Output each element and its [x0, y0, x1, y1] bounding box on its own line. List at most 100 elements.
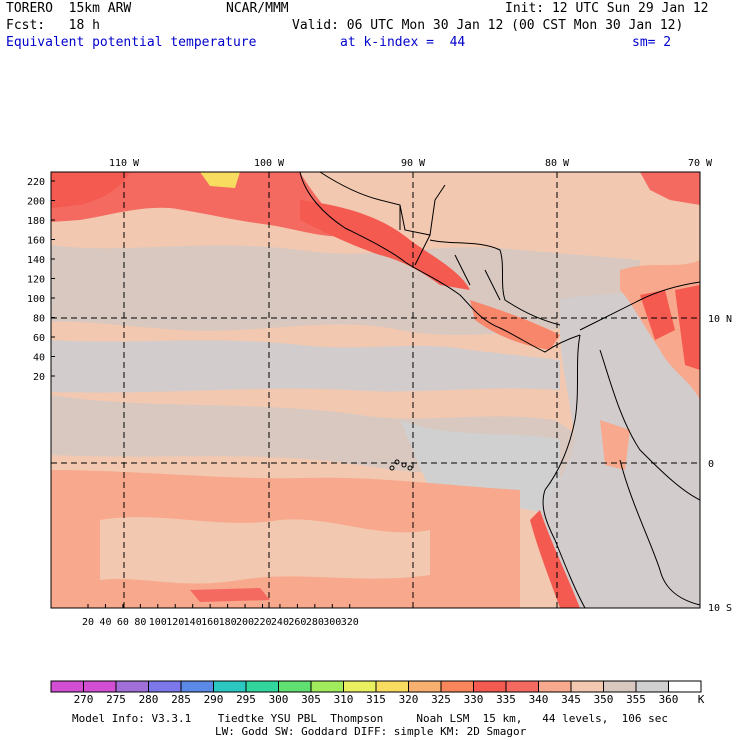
legend-swatch	[213, 680, 247, 693]
x-tick-label: 200	[236, 617, 254, 628]
y-tick-label: 100	[27, 294, 45, 305]
legend-value-label: 270	[73, 693, 94, 706]
coast-south-america-west	[542, 334, 586, 609]
y-tick-label: 180	[27, 216, 45, 227]
y-tick-label: 200	[27, 197, 45, 208]
legend-swatch	[245, 680, 279, 693]
x-tick-label: 160	[201, 617, 219, 628]
forecast-hour: Fcst: 18 h	[6, 18, 100, 33]
x-tick-label: 180	[219, 617, 237, 628]
lon-label: 80 W	[545, 158, 570, 169]
x-axis-ticks: 20 40 60 80 100 120 140 160 180 200 220 240 260 280 30…	[82, 604, 359, 628]
legend-swatch	[538, 680, 572, 693]
border-peru-brazil	[619, 459, 701, 606]
cool-patch-south	[100, 517, 430, 584]
lon-label: 100 W	[254, 158, 285, 169]
lon-label: 90 W	[401, 158, 426, 169]
x-tick-label: 320	[341, 617, 359, 628]
level-label: at k-index = 44	[340, 35, 466, 50]
legend-swatch	[50, 680, 84, 693]
legend-value-label: 335	[496, 693, 516, 706]
plot-frame	[50, 171, 701, 609]
hot-patch-south	[190, 588, 270, 602]
lon-label: 110 W	[109, 158, 140, 169]
legend-swatch	[148, 680, 182, 693]
y-tick-label: 80	[33, 314, 45, 325]
y-tick-label: 20	[33, 372, 45, 383]
legend-swatch	[440, 680, 474, 693]
legend-swatch	[570, 680, 604, 693]
legend-value-label: 325	[431, 693, 451, 706]
legend-swatch	[375, 680, 409, 693]
lon-label: 70 W	[688, 158, 713, 169]
hot-region-caribbean	[640, 172, 700, 205]
hot-region-isthmus	[470, 300, 560, 350]
y-tick-label: 220	[27, 177, 45, 188]
legend-swatch	[115, 680, 149, 693]
hot-land-venezuela	[675, 285, 700, 370]
physics-info: LW: Godd SW: Goddard DIFF: simple KM: 2D…	[215, 725, 527, 738]
y-axis-ticks: 220 200 180 160 140 120 100 80 60 40 20	[27, 177, 55, 383]
country-borders-central-america	[399, 205, 501, 301]
legend-boxes	[50, 680, 702, 693]
legend-swatch	[83, 680, 117, 693]
x-tick-label: 80	[134, 617, 146, 628]
hot-region-central-america	[300, 200, 470, 290]
y-tick-label: 120	[27, 275, 45, 286]
y-tick-label: 160	[27, 236, 45, 247]
lat-label: 10 N	[708, 314, 732, 325]
y-tick-label: 40	[33, 353, 45, 364]
legend-unit: K	[697, 693, 705, 706]
legend-swatch	[343, 680, 377, 693]
y-tick-label: 60	[33, 333, 45, 344]
legend-swatch	[603, 680, 637, 693]
legend-swatch	[473, 680, 507, 693]
graticule	[51, 172, 700, 608]
x-tick-label: 140	[184, 617, 202, 628]
x-tick-label: 300	[323, 617, 341, 628]
smoothing-label: sm= 2	[632, 35, 672, 50]
x-tick-label: 120	[166, 617, 184, 628]
legend-swatch	[668, 680, 702, 693]
legend-swatch	[408, 680, 442, 693]
legend-value-label: 280	[138, 693, 159, 706]
x-tick-label: 260	[288, 617, 306, 628]
legend-value-label: 290	[203, 693, 224, 706]
legend-value-label: 320	[398, 693, 419, 706]
field-name: Equivalent potential temperature	[6, 35, 257, 50]
org-label: NCAR/MMM	[226, 1, 289, 16]
legend-value-label: 360	[658, 693, 679, 706]
x-tick-label: 280	[306, 617, 324, 628]
legend-swatch	[635, 680, 669, 693]
legend-value-label: 275	[106, 693, 126, 706]
hot-region-northwest	[51, 172, 350, 237]
coastlines	[299, 171, 701, 609]
init-time: Init: 12 UTC Sun 29 Jan 12	[505, 1, 709, 16]
border-colombia-ecuador	[599, 349, 701, 501]
gray-band-mid	[51, 340, 560, 393]
x-tick-label: 20	[82, 617, 94, 628]
legend-swatch	[505, 680, 539, 693]
hot-coast-peru	[530, 510, 580, 608]
legend-value-label: 350	[593, 693, 614, 706]
x-tick-label: 100	[149, 617, 167, 628]
y-tick-label: 140	[27, 255, 45, 266]
max-patch-mexico	[200, 172, 240, 188]
hotter-core-northwest	[51, 172, 130, 208]
lat-label: 10 S	[708, 603, 732, 614]
coast-pacific-central-america	[299, 171, 581, 353]
coast-yucatan	[319, 171, 446, 236]
legend-value-label: 340	[528, 693, 549, 706]
legend-value-label: 300	[268, 693, 289, 706]
x-tick-label: 60	[117, 617, 129, 628]
legend-value-label: 315	[366, 693, 386, 706]
x-tick-label: 240	[271, 617, 289, 628]
legend-value-label: 310	[333, 693, 354, 706]
legend-value-label: 345	[561, 693, 581, 706]
theta-e-field	[51, 172, 700, 608]
x-tick-label: 40	[99, 617, 111, 628]
model-label: TORERO 15km ARW	[6, 1, 132, 16]
coast-colombia-north	[579, 281, 701, 331]
legend-value-label: 330	[463, 693, 484, 706]
